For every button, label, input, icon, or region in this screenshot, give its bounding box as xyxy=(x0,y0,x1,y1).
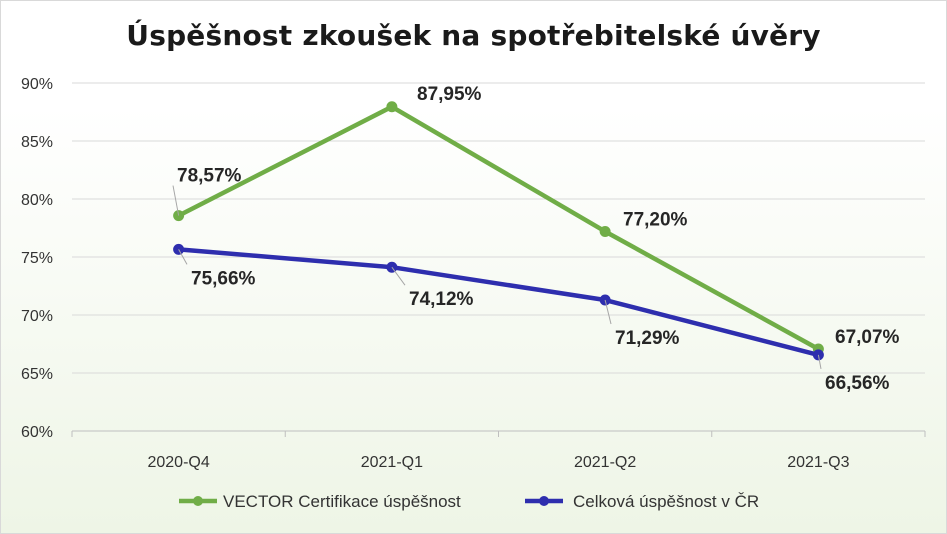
legend-label: VECTOR Certifikace úspěšnost xyxy=(223,492,461,511)
chart-title: Úspěšnost zkoušek na spotřebitelské úvěr… xyxy=(126,19,821,52)
data-point xyxy=(599,225,611,237)
label-leader-line xyxy=(604,299,612,325)
label-leader-line xyxy=(817,354,822,369)
data-label: 66,56% xyxy=(825,373,890,394)
data-label: 87,95% xyxy=(417,84,482,105)
series-line-cr xyxy=(176,247,821,358)
series-line-vector xyxy=(176,104,821,352)
data-label: 75,66% xyxy=(191,268,256,289)
x-tick-label: 2021-Q1 xyxy=(361,454,423,471)
y-tick-label: 70% xyxy=(21,308,53,325)
x-tick-label: 2020-Q4 xyxy=(147,454,209,471)
data-point xyxy=(386,101,398,113)
legend-marker xyxy=(193,496,203,506)
y-tick-label: 85% xyxy=(21,134,53,151)
y-tick-label: 90% xyxy=(21,76,53,93)
y-tick-label: 80% xyxy=(21,192,53,209)
x-tick-label: 2021-Q2 xyxy=(574,454,636,471)
y-tick-label: 75% xyxy=(21,250,53,267)
data-label: 77,20% xyxy=(623,209,688,230)
label-leader-line xyxy=(178,249,188,265)
y-tick-label: 60% xyxy=(21,424,53,441)
legend-label: Celková úspěšnost v ČR xyxy=(573,492,759,511)
label-leader-line xyxy=(391,266,406,286)
label-leader-line xyxy=(172,185,180,216)
legend-marker xyxy=(539,496,549,506)
y-tick-label: 65% xyxy=(21,366,53,383)
data-label: 71,29% xyxy=(615,328,680,349)
data-label: 67,07% xyxy=(835,327,900,348)
x-tick-label: 2021-Q3 xyxy=(787,454,849,471)
data-label: 78,57% xyxy=(177,166,242,187)
data-label: 74,12% xyxy=(409,289,474,310)
